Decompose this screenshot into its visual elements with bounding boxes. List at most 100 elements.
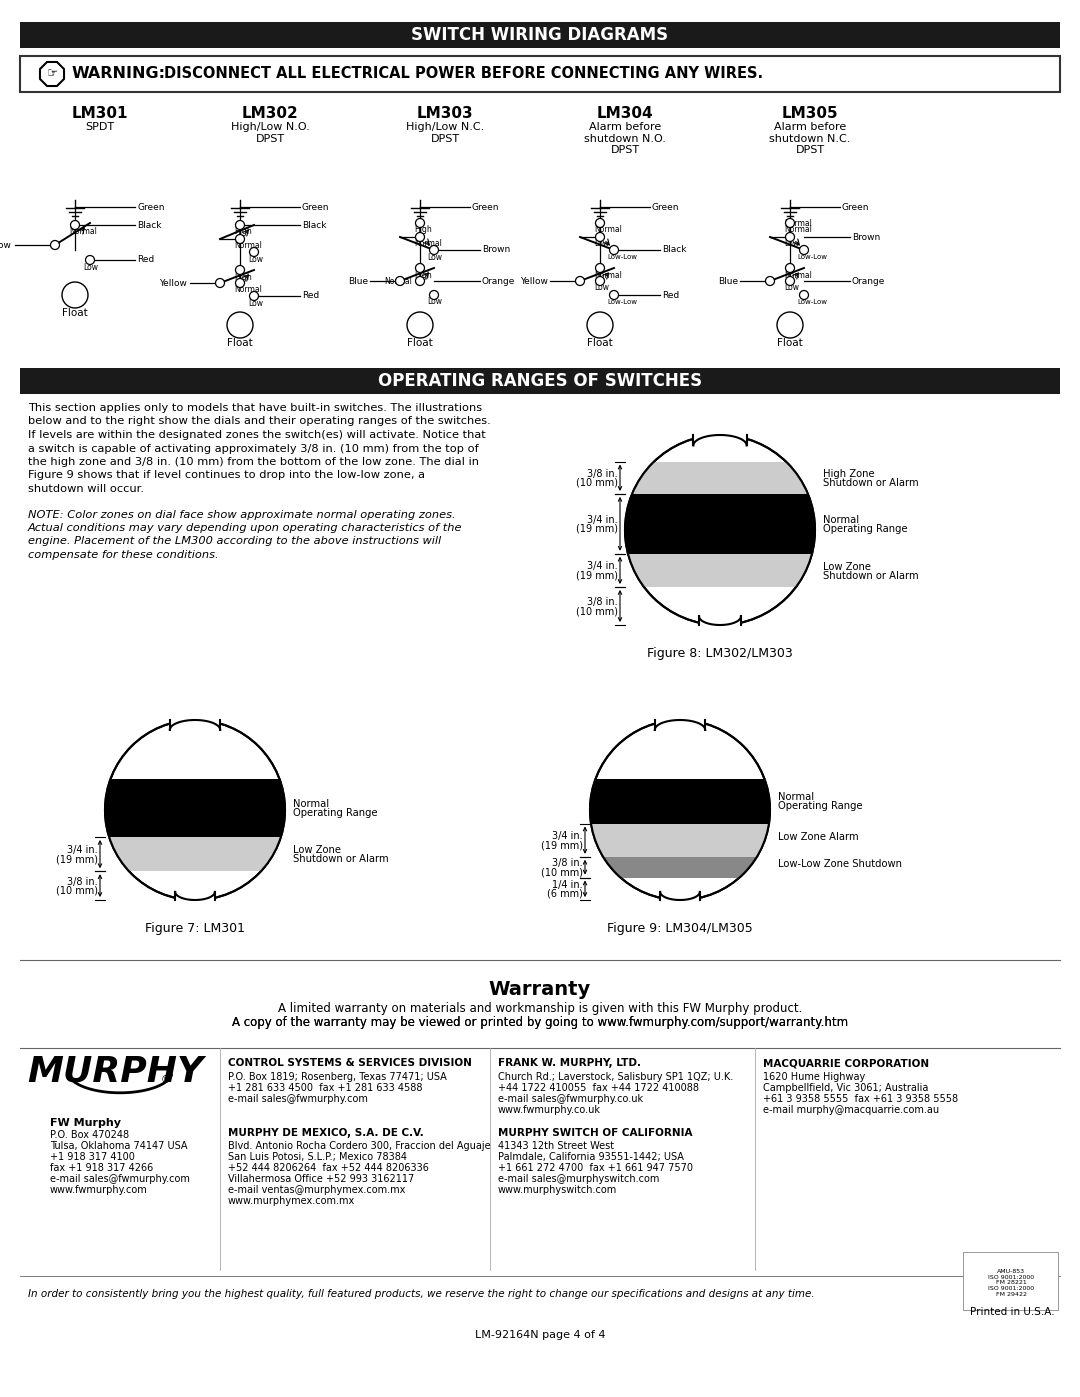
- Text: +1 661 272 4700  fax +1 661 947 7570: +1 661 272 4700 fax +1 661 947 7570: [498, 1162, 693, 1173]
- Bar: [625, 495, 815, 553]
- Text: LM305: LM305: [782, 106, 838, 122]
- Text: 1620 Hume Highway: 1620 Hume Highway: [762, 1071, 865, 1083]
- Circle shape: [416, 218, 424, 228]
- Text: 3/8 in.: 3/8 in.: [552, 858, 583, 868]
- Text: SWITCH WIRING DIAGRAMS: SWITCH WIRING DIAGRAMS: [411, 27, 669, 43]
- Text: LM-92164N page 4 of 4: LM-92164N page 4 of 4: [475, 1330, 605, 1340]
- Text: compensate for these conditions.: compensate for these conditions.: [28, 550, 218, 560]
- Circle shape: [625, 434, 815, 624]
- Bar: [590, 823, 770, 856]
- Text: Blue: Blue: [718, 277, 738, 285]
- Bar: [625, 553, 815, 587]
- Text: Low Zone: Low Zone: [293, 845, 341, 855]
- Text: 3/8 in.: 3/8 in.: [588, 469, 618, 479]
- Circle shape: [235, 265, 244, 274]
- Text: Villahermosa Office +52 993 3162117: Villahermosa Office +52 993 3162117: [228, 1173, 415, 1185]
- Text: Shutdown or Alarm: Shutdown or Alarm: [823, 478, 919, 488]
- Text: Normal: Normal: [234, 242, 261, 250]
- Text: Figure 7: LM301: Figure 7: LM301: [145, 922, 245, 935]
- Circle shape: [576, 277, 584, 285]
- Text: LM303: LM303: [417, 106, 473, 122]
- Text: e-mail ventas@murphymex.com.mx: e-mail ventas@murphymex.com.mx: [228, 1185, 405, 1194]
- Circle shape: [595, 277, 605, 285]
- Text: (19 mm): (19 mm): [541, 840, 583, 851]
- Text: This section applies only to models that have built-in switches. The illustratio: This section applies only to models that…: [28, 402, 482, 414]
- Text: 3/8 in.: 3/8 in.: [67, 876, 98, 887]
- Text: Low Zone Alarm: Low Zone Alarm: [778, 831, 859, 841]
- Text: High: High: [414, 271, 432, 279]
- Text: Low: Low: [594, 239, 609, 249]
- Text: If levels are within the designated zones the switch(es) will activate. Notice t: If levels are within the designated zone…: [28, 430, 486, 440]
- Text: ®: ®: [161, 1076, 171, 1085]
- Text: Alarm before
shutdown N.C.
DPST: Alarm before shutdown N.C. DPST: [769, 122, 851, 155]
- Text: NOTE: Color zones on dial face show approximate normal operating zones.: NOTE: Color zones on dial face show appr…: [28, 510, 456, 520]
- Text: Green: Green: [302, 203, 329, 211]
- Bar: [590, 856, 770, 877]
- Text: Figure 8: LM302/LM303: Figure 8: LM302/LM303: [647, 647, 793, 659]
- Text: LM302: LM302: [242, 106, 298, 122]
- Text: P.O. Box 1819; Rosenberg, Texas 77471; USA: P.O. Box 1819; Rosenberg, Texas 77471; U…: [228, 1071, 447, 1083]
- Text: Orange: Orange: [482, 277, 515, 285]
- Text: Normal: Normal: [784, 271, 812, 279]
- Text: Blvd. Antonio Rocha Cordero 300, Fraccion del Aguaje: Blvd. Antonio Rocha Cordero 300, Fraccio…: [228, 1141, 490, 1151]
- Text: Low: Low: [784, 239, 799, 249]
- Circle shape: [216, 278, 225, 288]
- Text: e-mail sales@fwmurphy.co.uk: e-mail sales@fwmurphy.co.uk: [498, 1094, 643, 1104]
- Text: Low-Low: Low-Low: [797, 299, 827, 305]
- Text: OPERATING RANGES OF SWITCHES: OPERATING RANGES OF SWITCHES: [378, 372, 702, 390]
- Text: Normal: Normal: [234, 285, 261, 295]
- Text: Green: Green: [842, 203, 869, 211]
- Text: www.fwmurphy.co.uk: www.fwmurphy.co.uk: [498, 1105, 600, 1115]
- Text: Blue: Blue: [348, 277, 368, 285]
- Text: High: High: [234, 272, 252, 282]
- Text: Actual conditions may vary depending upon operating characteristics of the: Actual conditions may vary depending upo…: [28, 522, 462, 534]
- Circle shape: [785, 232, 795, 242]
- Text: fax +1 918 317 4266: fax +1 918 317 4266: [50, 1162, 153, 1173]
- Circle shape: [70, 221, 80, 229]
- Text: Low-Low: Low-Low: [607, 254, 637, 260]
- Text: A limited warranty on materials and workmanship is given with this FW Murphy pro: A limited warranty on materials and work…: [278, 1002, 802, 1016]
- Circle shape: [588, 312, 613, 338]
- Text: +52 444 8206264  fax +52 444 8206336: +52 444 8206264 fax +52 444 8206336: [228, 1162, 429, 1173]
- Text: Black: Black: [302, 221, 326, 229]
- Text: shutdown will occur.: shutdown will occur.: [28, 483, 144, 495]
- Text: e-mail sales@fwmurphy.com: e-mail sales@fwmurphy.com: [50, 1173, 190, 1185]
- Text: 1/4 in.: 1/4 in.: [552, 880, 583, 890]
- Text: Normal: Normal: [293, 799, 329, 809]
- Text: (10 mm): (10 mm): [576, 478, 618, 488]
- Bar: [625, 461, 815, 495]
- Text: (10 mm): (10 mm): [56, 886, 98, 895]
- Text: Normal: Normal: [784, 225, 812, 235]
- Circle shape: [595, 218, 605, 228]
- Text: AMU-853
ISO 9001:2000
FM 28221
ISO 9001:2000
FM 29422: AMU-853 ISO 9001:2000 FM 28221 ISO 9001:…: [988, 1268, 1034, 1296]
- Circle shape: [777, 312, 804, 338]
- Text: Float: Float: [63, 307, 87, 319]
- Bar: [654, 718, 705, 740]
- Text: +44 1722 410055  fax +44 1722 410088: +44 1722 410055 fax +44 1722 410088: [498, 1083, 699, 1092]
- Text: www.fwmurphy.com: www.fwmurphy.com: [50, 1185, 148, 1194]
- Text: +61 3 9358 5555  fax +61 3 9358 5558: +61 3 9358 5555 fax +61 3 9358 5558: [762, 1094, 958, 1104]
- Text: Brown: Brown: [482, 246, 510, 254]
- Text: MURPHY SWITCH OF CALIFORNIA: MURPHY SWITCH OF CALIFORNIA: [498, 1127, 692, 1139]
- Text: Shutdown or Alarm: Shutdown or Alarm: [823, 571, 919, 581]
- Text: High Zone: High Zone: [823, 469, 875, 479]
- Text: Orange: Orange: [852, 277, 886, 285]
- Text: P.O. Box 470248: P.O. Box 470248: [50, 1130, 130, 1140]
- Text: High/Low N.O.
DPST: High/Low N.O. DPST: [231, 122, 309, 144]
- Circle shape: [416, 232, 424, 242]
- Text: Normal: Normal: [784, 218, 812, 228]
- Text: Low: Low: [248, 254, 264, 264]
- Bar: [693, 433, 746, 455]
- Text: Normal: Normal: [594, 271, 622, 279]
- Text: A copy of the warranty may be viewed or printed by going to www.fwmurphy.com/sup: A copy of the warranty may be viewed or …: [232, 1016, 848, 1030]
- Text: Green: Green: [472, 203, 499, 211]
- Circle shape: [85, 256, 95, 264]
- Text: Warranty: Warranty: [489, 981, 591, 999]
- Circle shape: [249, 247, 258, 257]
- Polygon shape: [40, 61, 64, 87]
- Bar: [21, 367, 1059, 394]
- Text: FRANK W. MURPHY, LTD.: FRANK W. MURPHY, LTD.: [498, 1058, 642, 1067]
- Text: Operating Range: Operating Range: [293, 809, 378, 819]
- Bar: [21, 22, 1059, 47]
- Text: e-mail sales@murphyswitch.com: e-mail sales@murphyswitch.com: [498, 1173, 660, 1185]
